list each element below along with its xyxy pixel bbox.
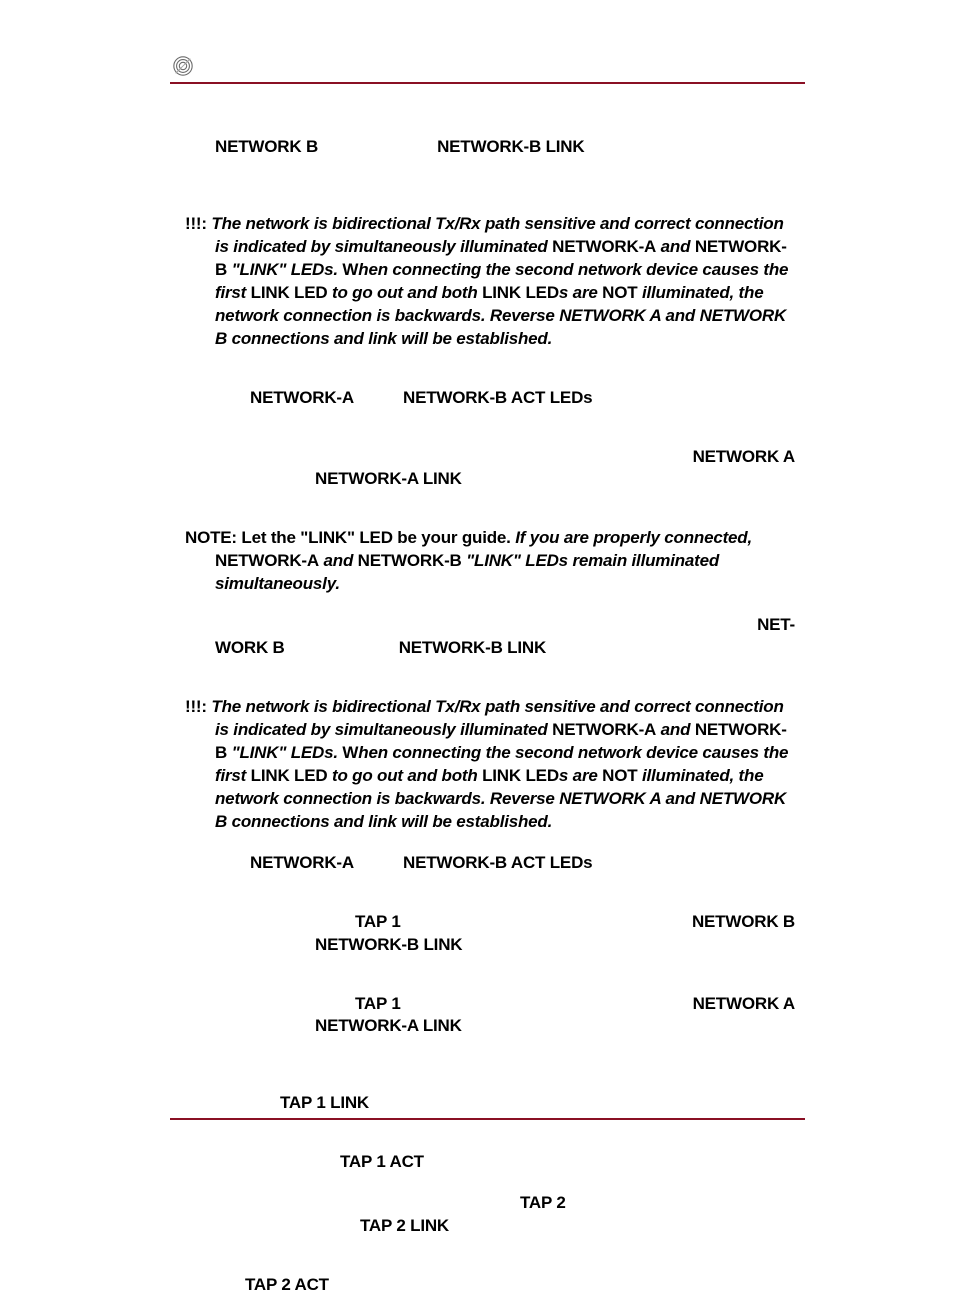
label-nblink-3v: NETWORK-B LINK <box>315 935 462 954</box>
warn1-not: NOT <box>602 283 637 302</box>
label-net-hyph: NET- <box>757 614 795 637</box>
line-actleds-2: NETWORK-A NETWORK-B ACT LEDs <box>185 852 795 875</box>
label-tap1-b: TAP 1 <box>355 994 401 1013</box>
line-tap1-na: TAP 1 NETWORK A <box>185 993 795 1016</box>
label-neta-1: NETWORK-A <box>250 388 354 407</box>
bang-prefix: !!!: <box>185 214 207 233</box>
note-a: Let the "LINK" LED be your guide. <box>241 528 510 547</box>
note-linkleds: "LINK" LEDs <box>466 551 568 570</box>
line-tap1-nb: TAP 1 NETWORK B <box>185 911 795 934</box>
w2-not: NOT <box>602 766 637 785</box>
label-nalink-2v: NETWORK-A LINK <box>315 1016 462 1035</box>
w2-c: to go out and both <box>332 766 478 785</box>
w2-link: LINK <box>482 766 521 785</box>
note-block: NOTE: Let the "LINK" LED be your guide. … <box>185 527 795 596</box>
line-tap2act: TAP 2 ACT <box>185 1274 795 1297</box>
warn1-w: W <box>342 260 358 279</box>
label-tap2: TAP 2 <box>520 1193 566 1212</box>
warn1-and1: and <box>661 237 691 256</box>
line-actleds-1: NETWORK-A NETWORK-B ACT LEDs <box>185 387 795 410</box>
w2-linkleds: "LINK" LEDs <box>232 743 334 762</box>
label-tap2-act: TAP 2 ACT <box>245 1275 329 1294</box>
warn1-linkled: LINK LED <box>251 283 328 302</box>
label-nb-right: NETWORK B <box>692 911 795 934</box>
label-tap1-a: TAP 1 <box>355 912 401 931</box>
w2-sare: s are <box>559 766 598 785</box>
w2-and: and <box>661 720 691 739</box>
w2-w: W <box>342 743 358 762</box>
warn1-link: LINK <box>482 283 521 302</box>
note-prefix: NOTE: <box>185 528 237 547</box>
line-nblink-3: NETWORK-B LINK <box>185 934 795 957</box>
line-tap2: TAP 2 <box>185 1192 795 1215</box>
bang2: !!!: <box>185 697 207 716</box>
label-actleds-1: NETWORK-B ACT LEDs <box>403 388 592 407</box>
label-network-b-link: NETWORK-B LINK <box>437 137 584 156</box>
line-workb: WORK B NETWORK-B LINK <box>185 637 795 660</box>
w2-led: LED <box>526 766 559 785</box>
warn1-neta: NETWORK-A <box>552 237 656 256</box>
label-tap1-act: TAP 1 ACT <box>340 1152 424 1171</box>
label-work-b: WORK B <box>215 638 285 657</box>
label-actleds-2: NETWORK-B ACT LEDs <box>403 853 592 872</box>
document-page: NETWORK B NETWORK-B LINK !!!: The networ… <box>0 0 954 1235</box>
label-network-a-link-1: NETWORK-A LINK <box>315 469 462 488</box>
label-neta-2: NETWORK-A <box>250 853 354 872</box>
label-network-a-right: NETWORK A <box>693 446 795 469</box>
label-tap1-link: TAP 1 LINK <box>280 1093 369 1112</box>
line-tap1act: TAP 1 ACT <box>185 1151 795 1174</box>
footer-rule <box>170 1118 805 1120</box>
note-b: If you are properly connected, <box>515 528 752 547</box>
label-nblink-2: NETWORK-B LINK <box>399 638 546 657</box>
note-and: and <box>324 551 354 570</box>
label-na-right: NETWORK A <box>693 993 795 1016</box>
line-tap1link: TAP 1 LINK <box>185 1092 795 1115</box>
warn1-led: LED <box>526 283 559 302</box>
warn1-linkleds: "LINK" LEDs <box>232 260 334 279</box>
line-nb-nblink: NETWORK B NETWORK-B LINK <box>185 136 795 159</box>
warn1-c: to go out and both <box>332 283 478 302</box>
note-neta: NETWORK-A <box>215 551 319 570</box>
note-netb: NETWORK-B <box>358 551 462 570</box>
line-nalink-2: NETWORK-A LINK <box>185 1015 795 1038</box>
w2-neta: NETWORK-A <box>552 720 656 739</box>
brand-logo-icon <box>172 55 194 77</box>
warning-2: !!!: The network is bidirectional Tx/Rx … <box>185 696 795 834</box>
header-rule <box>170 82 805 84</box>
label-tap2-link: TAP 2 LINK <box>360 1216 449 1235</box>
label-network-b: NETWORK B <box>215 137 318 156</box>
warning-1: !!!: The network is bidirectional Tx/Rx … <box>185 213 795 351</box>
warn1-sare: s are <box>559 283 598 302</box>
w2-linkled: LINK LED <box>251 766 328 785</box>
line-nalink-1: NETWORK-A LINK <box>185 468 795 491</box>
